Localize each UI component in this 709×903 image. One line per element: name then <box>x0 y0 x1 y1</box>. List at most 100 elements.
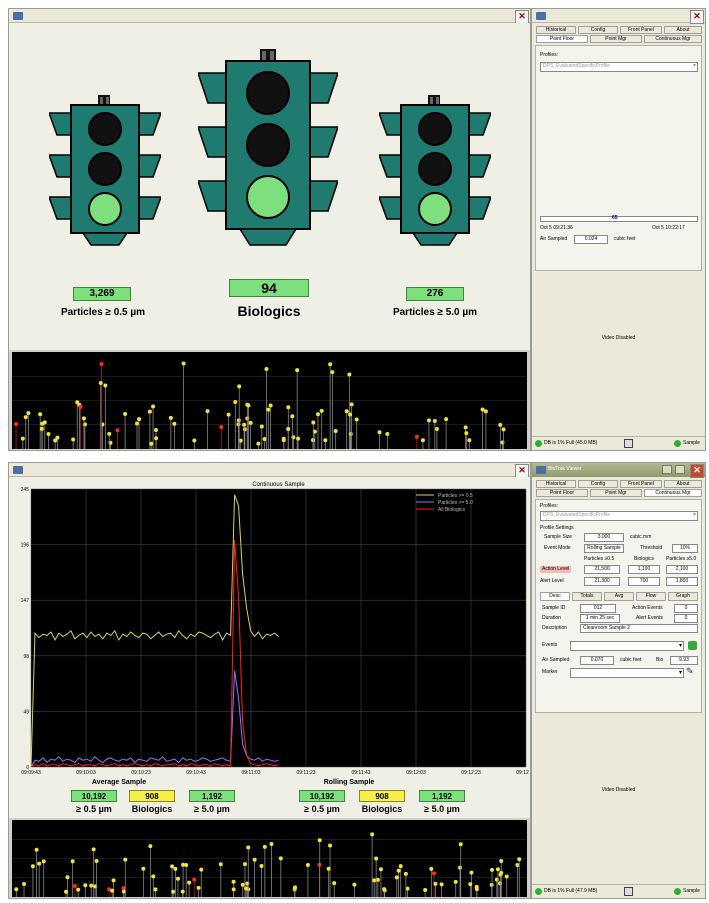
close-icon[interactable]: ✕ <box>690 464 704 478</box>
events-select[interactable]: ▾ <box>570 641 684 651</box>
close-icon[interactable]: ✕ <box>690 10 704 24</box>
legend-label: Particles >= 0.5 <box>438 493 473 499</box>
traffic-light-left <box>49 95 161 246</box>
dot-plot-point <box>333 428 338 433</box>
dot-plot-point <box>394 875 399 880</box>
legend-label: All Biologics <box>438 507 465 513</box>
roll-label-50: ≥ 5.0 µm <box>424 804 460 814</box>
tab-historical[interactable]: Historical <box>536 26 576 34</box>
tab-point-floor[interactable]: Point Floor <box>536 35 588 43</box>
dot-plot-point <box>515 862 520 867</box>
dot-plot-point <box>398 864 403 869</box>
tab-front-panel[interactable]: Front Panel <box>620 26 662 34</box>
description-field[interactable]: Cleanroom Sample 2 <box>580 624 698 633</box>
dot-plot-point <box>378 867 383 872</box>
dot-plot-point <box>458 865 463 870</box>
minimize-icon[interactable] <box>662 465 672 474</box>
alert-level-bio[interactable]: 700 <box>628 577 660 586</box>
subtab-graph[interactable]: Graph <box>668 592 698 601</box>
tab-continuous-mgr[interactable]: Continuous Mgr <box>644 35 702 43</box>
air-sampled-field: 0.070 <box>580 656 614 665</box>
sample-status-text: Sample <box>683 888 700 894</box>
save-icon[interactable] <box>624 887 633 896</box>
description-label: Description <box>542 625 568 631</box>
bio-label: Bio <box>656 657 664 663</box>
dot-plot-point <box>344 409 349 414</box>
dot-plot-point <box>281 438 286 443</box>
dot-plot-point <box>151 874 156 879</box>
tab-config[interactable]: Config <box>578 26 618 34</box>
air-sampled-value: 0.024 <box>574 235 608 244</box>
dot-plot-point <box>181 361 186 366</box>
bottom-statusbar: DB is 1% Full (47.9 MB) Sample <box>532 884 705 898</box>
action-events-label: Action Events <box>632 605 663 611</box>
dot-plot-point <box>396 868 401 873</box>
alert-level-05[interactable]: 21,300 <box>584 577 620 586</box>
db-status-text: DB is 1% Full (47.9 MB) <box>544 888 598 894</box>
dot-plot-point <box>453 879 458 884</box>
y-tick-label: 196 <box>21 543 30 549</box>
sample-size-field[interactable]: 3.000 <box>584 533 624 542</box>
dot-plot-point <box>123 857 128 862</box>
subtab-totals[interactable]: Totals <box>572 592 602 601</box>
subtab-flow[interactable]: Flow <box>636 592 666 601</box>
subtab-desc[interactable]: Desc <box>540 592 570 601</box>
profile-select[interactable]: DPS_EvaluatedSpecificProfile ▾ <box>540 62 698 72</box>
action-level-50[interactable]: 2,100 <box>666 565 698 574</box>
continuous-sample-chart: Continuous Sample 09:09:43 09:10:03 09:10:2… <box>21 482 529 776</box>
dot-plot-point <box>444 417 449 422</box>
subtab-avg[interactable]: Avg <box>604 592 634 601</box>
dot-plot-point <box>286 405 291 410</box>
tab-point-mgr[interactable]: Point Mgr <box>590 489 642 497</box>
dot-plot-point <box>38 412 43 417</box>
bottom-main-window: ✕ Continuous Sample 09:09:43 09:10:03 09:10… <box>8 462 531 899</box>
alert-level-50[interactable]: 1,800 <box>666 577 698 586</box>
tab-continuous-mgr[interactable]: Continuous Mgr <box>644 489 702 497</box>
window-title: BioTrak Viewer <box>548 466 582 472</box>
dot-plot-point <box>385 431 390 436</box>
dot-plot-point <box>107 431 112 436</box>
dot-plot-point <box>93 884 98 889</box>
x-tick-label: 09:10:23 <box>131 770 151 776</box>
close-icon[interactable]: ✕ <box>515 10 529 24</box>
action-level-bio[interactable]: 1,100 <box>628 565 660 574</box>
bottom-side-window: BioTrak Viewer ✕ Historical Config Front… <box>531 462 706 899</box>
x-tick-label: 09:11:23 <box>296 770 315 776</box>
pencil-icon[interactable]: ✎ <box>686 666 694 676</box>
save-icon[interactable] <box>624 439 633 448</box>
dot-plot-point <box>147 409 152 414</box>
y-tick-label: 49 <box>23 709 29 715</box>
marker-select[interactable]: ▾ <box>570 668 684 678</box>
series-line <box>30 540 279 768</box>
tab-point-floor[interactable]: Point Floor <box>536 489 588 497</box>
events-go-icon[interactable] <box>688 641 697 650</box>
dot-plot-point <box>171 889 176 894</box>
time-slider-track[interactable] <box>540 216 698 222</box>
dot-plot-point <box>252 857 257 862</box>
maximize-icon[interactable] <box>675 465 685 474</box>
close-icon[interactable]: ✕ <box>515 464 529 478</box>
profile-select[interactable]: DPS_EvaluatedSpecificProfile ▾ <box>540 511 698 521</box>
action-level-05[interactable]: 21,500 <box>584 565 620 574</box>
event-dot-plot-top <box>12 352 527 449</box>
tab-config[interactable]: Config <box>578 480 618 488</box>
top-main-window: ✕ <box>8 8 531 451</box>
dot-plot-point <box>293 885 298 890</box>
tab-historical[interactable]: Historical <box>536 480 576 488</box>
dot-plot-point <box>262 844 267 849</box>
value-particles-05: 3,269 <box>73 287 131 301</box>
tab-about[interactable]: About <box>664 26 702 34</box>
top-side-window: ✕ Historical Config Front Panel About Po… <box>531 8 706 451</box>
tab-front-panel[interactable]: Front Panel <box>620 480 662 488</box>
tab-point-mgr[interactable]: Point Mgr <box>590 35 642 43</box>
threshold-field[interactable]: 10% <box>672 544 698 553</box>
air-sampled-label: Air Sampled <box>542 657 570 663</box>
tab-about[interactable]: About <box>664 480 702 488</box>
dot-plot-point <box>83 883 88 888</box>
dot-plot-point <box>439 882 444 887</box>
dot-plot-point <box>149 441 154 446</box>
profiles-label: Profiles: <box>540 503 559 509</box>
event-mode-field[interactable]: Rolling Sample <box>584 544 624 553</box>
bio-field: 9.93 <box>670 656 698 665</box>
dot-plot-point <box>469 870 474 875</box>
